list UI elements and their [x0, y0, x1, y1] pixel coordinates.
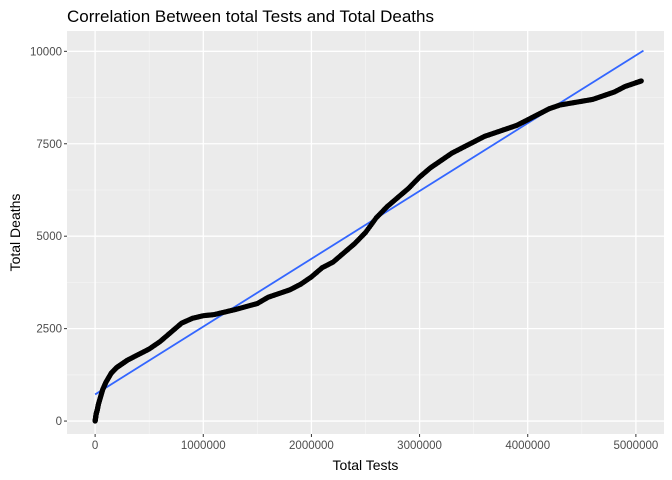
x-tick-label: 3000000 — [397, 440, 442, 452]
y-tick-label: 2500 — [36, 324, 62, 336]
x-tick-label: 4000000 — [505, 440, 550, 452]
x-axis-title: Total Tests — [333, 457, 399, 473]
data-point — [638, 78, 644, 84]
x-tick-label: 1000000 — [181, 440, 226, 452]
x-tick-label: 2000000 — [289, 440, 334, 452]
chart-title: Correlation Between total Tests and Tota… — [67, 7, 434, 26]
grid-major — [67, 31, 664, 434]
grid-minor — [67, 31, 664, 434]
y-tick-label: 10000 — [30, 46, 62, 58]
y-axis: 0 2500 5000 7500 10000 — [30, 46, 67, 428]
y-axis-title: Total Deaths — [7, 194, 23, 272]
y-tick-label: 0 — [56, 416, 62, 428]
y-tick-label: 5000 — [36, 231, 62, 243]
y-tick-label: 7500 — [36, 139, 62, 151]
x-tick-label: 5000000 — [613, 440, 658, 452]
points-layer — [92, 78, 644, 424]
x-tick-label: 0 — [92, 440, 98, 452]
x-axis: 0 1000000 2000000 3000000 4000000 5000000 — [92, 434, 658, 452]
